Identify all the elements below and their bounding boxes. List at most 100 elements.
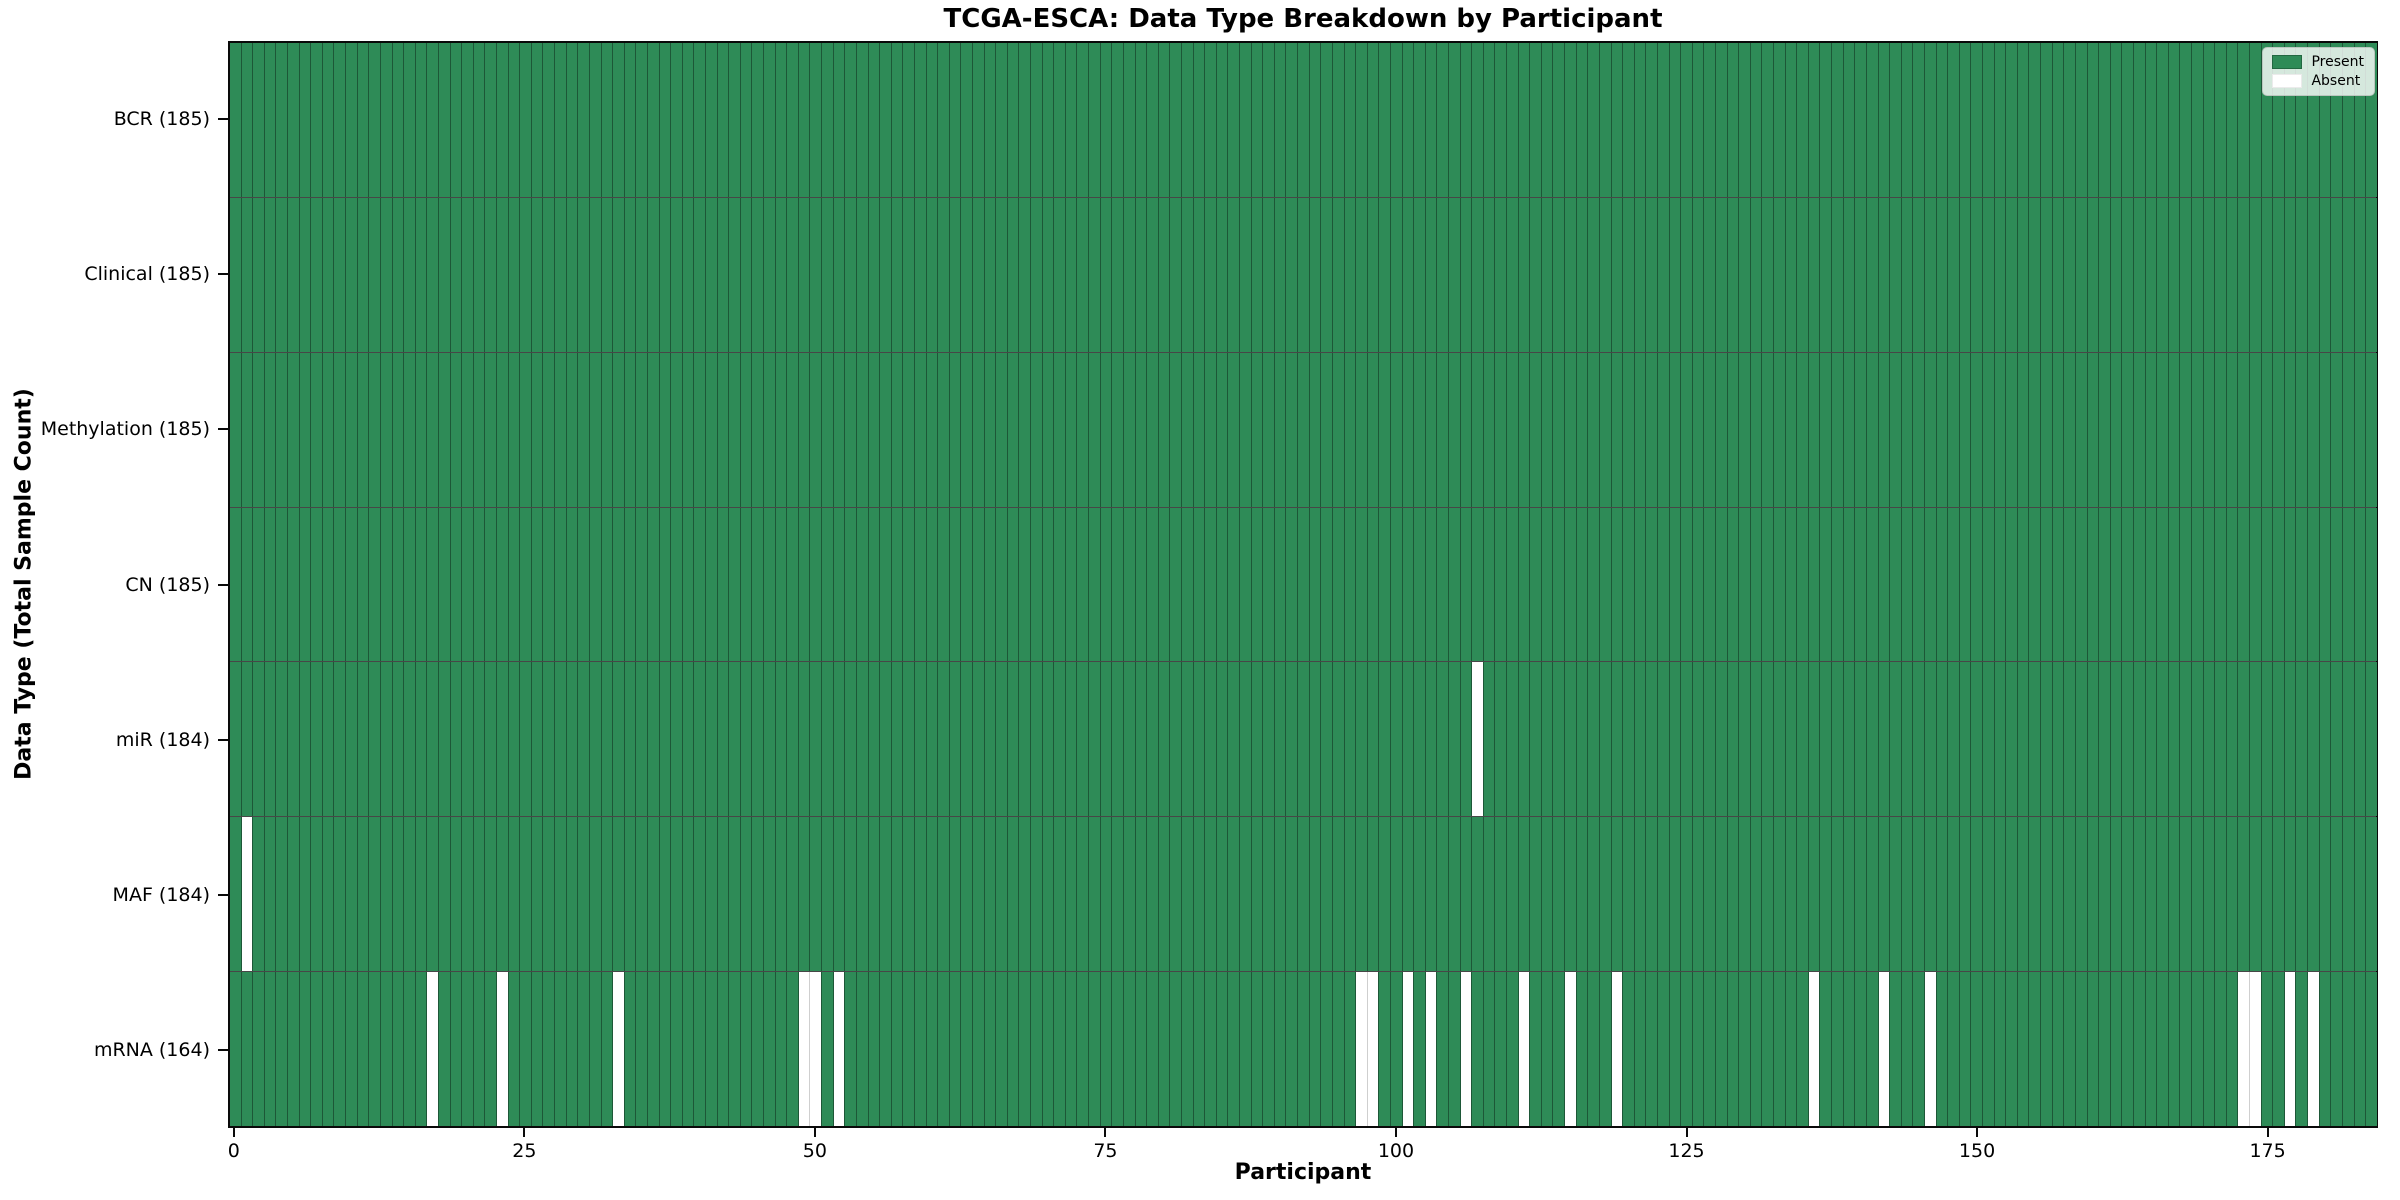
cell-present	[891, 43, 904, 197]
cell-present	[1623, 507, 1635, 662]
cell-present	[566, 507, 579, 662]
cell-absent	[1402, 972, 1415, 1127]
cell-present	[624, 352, 637, 507]
cell-present	[357, 197, 370, 352]
cell-present	[740, 352, 753, 507]
cell-present	[1356, 352, 1368, 507]
cell-present	[798, 43, 811, 197]
cell-present	[346, 817, 358, 972]
cell-present	[2354, 817, 2367, 972]
cell-present	[729, 507, 741, 662]
cell-present	[531, 507, 544, 662]
cell-present	[334, 817, 347, 972]
y-tick-mark	[218, 1049, 228, 1052]
cell-present	[1692, 662, 1705, 817]
x-tick-mark	[1394, 1128, 1397, 1137]
cell-present	[392, 197, 405, 352]
cell-present	[2296, 507, 2309, 662]
cell-present	[1379, 817, 1391, 972]
cell-present	[1507, 43, 1519, 197]
cell-present	[1959, 197, 1972, 352]
cell-present	[1158, 662, 1171, 817]
cell-present	[647, 662, 660, 817]
cell-present	[1518, 817, 1531, 972]
cell-present	[949, 197, 962, 352]
cell-present	[845, 662, 857, 817]
cell-present	[520, 662, 532, 817]
cell-present	[1669, 507, 1682, 662]
cell-present	[555, 662, 567, 817]
y-tick-mark	[218, 428, 228, 431]
cell-present	[961, 197, 973, 352]
cell-present	[787, 972, 799, 1127]
cell-present	[1367, 817, 1380, 972]
cell-present	[1216, 43, 1229, 197]
cell-present	[1797, 817, 1809, 972]
cell-present	[1704, 972, 1716, 1127]
cell-present	[1472, 352, 1484, 507]
cell-present	[357, 43, 370, 197]
cell-present	[520, 352, 532, 507]
cell-present	[2180, 817, 2192, 972]
cell-present	[1576, 43, 1589, 197]
cell-present	[2342, 507, 2355, 662]
cell-present	[2238, 43, 2251, 197]
cell-present	[2145, 507, 2158, 662]
cell-present	[1878, 197, 1891, 352]
cell-present	[903, 43, 915, 197]
cell-present	[1646, 197, 1658, 352]
cell-present	[2029, 817, 2042, 972]
cell-present	[1123, 507, 1136, 662]
cell-present	[1507, 352, 1519, 507]
cell-present	[1936, 352, 1949, 507]
cell-present	[2052, 972, 2065, 1127]
cell-present	[1739, 662, 1751, 817]
cell-present	[2017, 352, 2030, 507]
cell-present	[555, 197, 567, 352]
x-tick-mark	[2266, 1128, 2269, 1137]
cell-present	[276, 197, 289, 352]
cell-present	[2029, 352, 2042, 507]
cell-present	[2087, 507, 2100, 662]
cell-present	[1112, 662, 1124, 817]
cell-present	[822, 972, 834, 1127]
cell-present	[1019, 817, 1032, 972]
cell-present	[2354, 972, 2367, 1127]
cell-present	[1530, 352, 1542, 507]
cell-present	[810, 43, 823, 197]
cell-absent	[1878, 972, 1891, 1127]
cell-present	[2203, 43, 2216, 197]
cell-present	[2122, 507, 2134, 662]
cell-present	[647, 507, 660, 662]
cell-present	[1135, 43, 1148, 197]
cell-present	[1065, 662, 1078, 817]
cell-present	[1866, 507, 1879, 662]
cell-present	[845, 352, 857, 507]
cell-present	[1936, 817, 1949, 972]
cell-present	[508, 817, 521, 972]
cell-present	[508, 662, 521, 817]
cell-present	[1100, 352, 1113, 507]
cell-present	[2099, 352, 2111, 507]
cell-present	[624, 817, 637, 972]
cell-present	[1147, 817, 1159, 972]
cell-present	[566, 972, 579, 1127]
cell-present	[1843, 507, 1856, 662]
cell-present	[949, 972, 962, 1127]
cell-present	[1890, 972, 1902, 1127]
cell-present	[2099, 972, 2111, 1127]
cell-present	[1681, 817, 1693, 972]
cell-present	[764, 352, 776, 507]
cell-absent	[1518, 972, 1531, 1127]
cell-present	[1901, 352, 1914, 507]
cell-present	[1007, 352, 1020, 507]
cell-present	[230, 352, 242, 507]
cell-present	[1901, 972, 1914, 1127]
cell-present	[775, 197, 788, 352]
cell-present	[2261, 817, 2274, 972]
cell-present	[1123, 43, 1136, 197]
cell-present	[473, 662, 486, 817]
cell-absent	[2250, 972, 2262, 1127]
cell-present	[2029, 197, 2042, 352]
cell-present	[1031, 972, 1043, 1127]
